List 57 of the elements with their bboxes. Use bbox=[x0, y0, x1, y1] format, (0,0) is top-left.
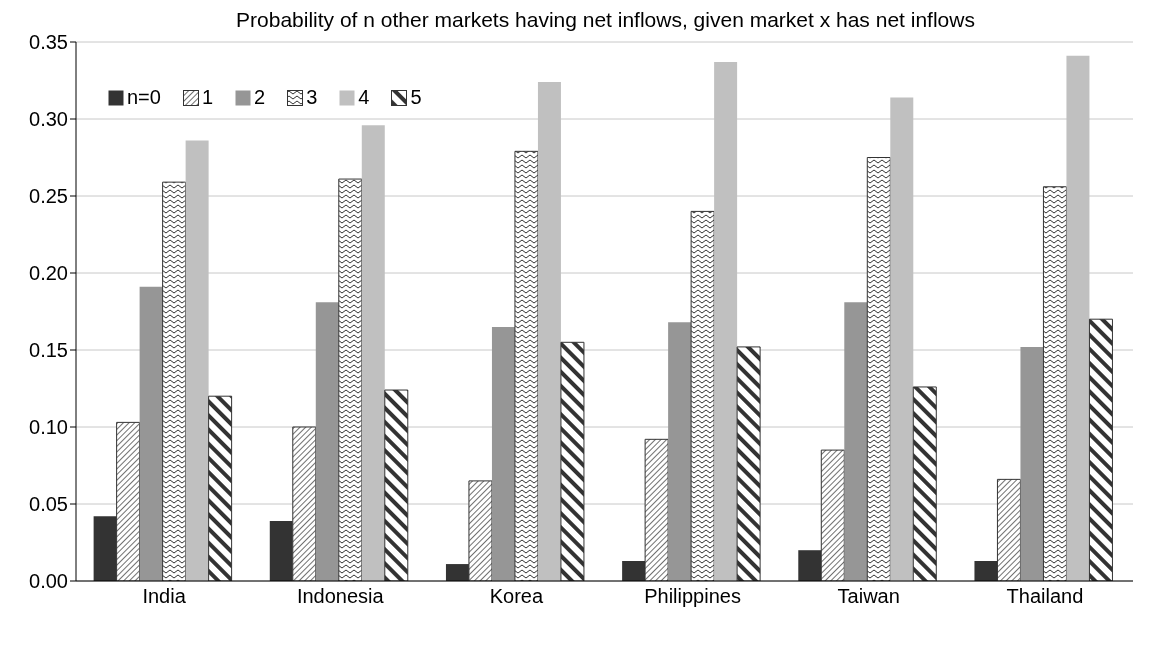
bar bbox=[890, 97, 914, 581]
bar bbox=[384, 389, 409, 581]
bar bbox=[622, 560, 646, 581]
bar bbox=[974, 560, 998, 581]
bar bbox=[644, 438, 669, 581]
bar bbox=[292, 426, 317, 581]
bar bbox=[690, 210, 715, 581]
y-tick-label: 0.30 bbox=[29, 108, 68, 131]
legend-label: 1 bbox=[201, 86, 214, 109]
legend-label: n=0 bbox=[127, 86, 161, 109]
bar bbox=[560, 341, 585, 581]
legend-label: 4 bbox=[358, 86, 370, 109]
bar bbox=[162, 181, 187, 581]
bar bbox=[269, 520, 293, 581]
x-tick-label: Korea bbox=[489, 585, 544, 608]
legend-label: 2 bbox=[254, 86, 266, 109]
bar bbox=[798, 550, 822, 581]
x-tick-label: Thailand bbox=[1006, 585, 1084, 608]
y-tick-label: 0.05 bbox=[29, 493, 68, 516]
bar bbox=[844, 302, 868, 581]
bar bbox=[1020, 346, 1044, 581]
bar bbox=[866, 157, 891, 581]
y-tick-label: 0.10 bbox=[29, 416, 68, 439]
y-tick-label: 0.20 bbox=[29, 262, 68, 285]
bar bbox=[537, 82, 561, 581]
bar bbox=[208, 395, 233, 581]
x-tick-label: Philippines bbox=[644, 585, 741, 608]
bar bbox=[315, 302, 339, 581]
bar bbox=[338, 178, 363, 581]
x-tick-label: Taiwan bbox=[837, 585, 900, 608]
bar bbox=[445, 564, 469, 581]
legend-label: 3 bbox=[306, 86, 318, 109]
legend-label: 5 bbox=[410, 86, 422, 109]
bar bbox=[468, 480, 493, 581]
chart-title: Probability of n other markets having net inflows, given market x has net inflows bbox=[235, 8, 976, 33]
y-tick-label: 0.25 bbox=[29, 185, 68, 208]
y-tick-label: 0.15 bbox=[29, 339, 68, 362]
bar bbox=[491, 326, 515, 581]
x-tick-label: Indonesia bbox=[296, 585, 385, 608]
bar bbox=[139, 286, 163, 581]
bar bbox=[1042, 186, 1067, 581]
bar bbox=[668, 322, 692, 581]
bar bbox=[185, 140, 209, 581]
y-tick-label: 0.00 bbox=[29, 570, 68, 593]
bar bbox=[361, 125, 385, 581]
bar bbox=[514, 150, 539, 581]
bar bbox=[1088, 318, 1113, 581]
bar bbox=[996, 478, 1021, 581]
bar bbox=[736, 346, 761, 581]
bar bbox=[912, 386, 937, 581]
bar bbox=[714, 62, 738, 581]
bar bbox=[116, 421, 141, 581]
y-tick-label: 0.35 bbox=[29, 31, 68, 54]
x-tick-label: India bbox=[142, 585, 187, 608]
bar bbox=[93, 516, 117, 581]
bar bbox=[820, 449, 845, 581]
bar bbox=[1066, 55, 1090, 581]
